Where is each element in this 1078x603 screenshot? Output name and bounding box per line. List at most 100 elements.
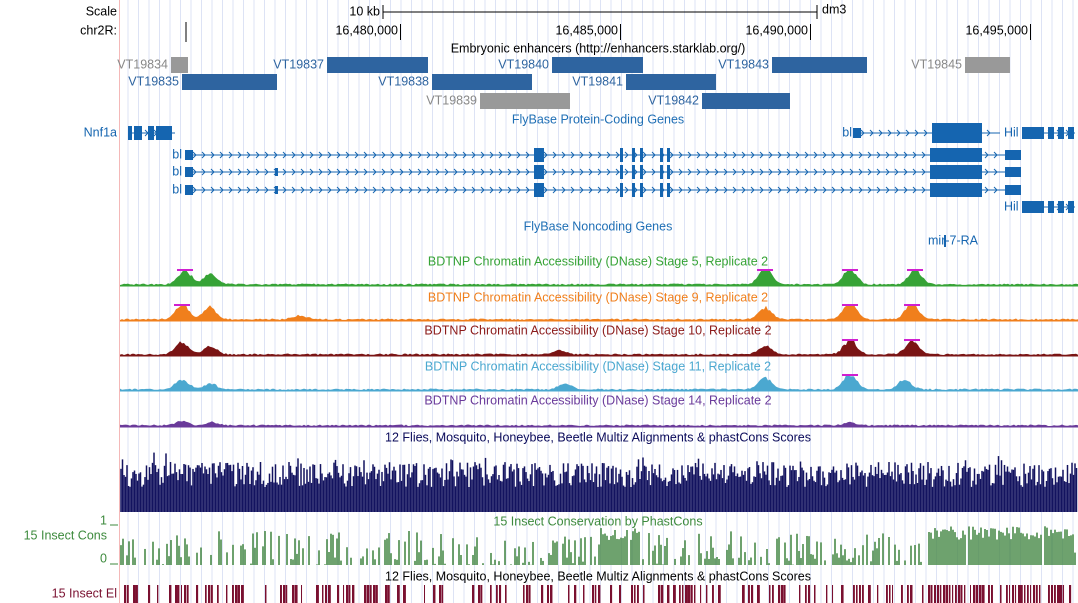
track-title: BDTNP Chromatin Accessibility (DNase) St… [428, 254, 768, 268]
element [397, 585, 400, 603]
strand-arrow [768, 168, 773, 176]
element [592, 585, 595, 603]
element [877, 585, 879, 603]
element [907, 585, 909, 603]
element [478, 585, 481, 603]
exon [534, 148, 542, 162]
element [196, 585, 199, 603]
element [772, 585, 774, 603]
track-title: 12 Flies, Mosquito, Honeybee, Beetle Mul… [385, 430, 811, 444]
strand-arrow [579, 186, 584, 194]
element [934, 585, 937, 603]
strand-arrow [372, 168, 377, 176]
element [937, 585, 940, 603]
element [1018, 585, 1021, 603]
enhancer-label: VT19837 [273, 57, 324, 71]
strand-arrow [921, 186, 926, 194]
element [928, 585, 931, 603]
element [322, 585, 324, 603]
element [286, 585, 288, 603]
strand-arrow [210, 186, 215, 194]
strand-arrow [905, 129, 910, 137]
element [1006, 585, 1008, 603]
strand-arrow [237, 168, 242, 176]
element [349, 585, 351, 603]
strand-arrow [570, 151, 575, 159]
clip-mark [842, 269, 858, 271]
enhancer-label: VT19838 [378, 74, 429, 88]
element [1057, 585, 1060, 603]
element [1048, 585, 1050, 603]
element [889, 585, 891, 603]
strand-arrow [381, 168, 386, 176]
strand-arrow [498, 168, 503, 176]
strand-arrow [408, 151, 413, 159]
element [352, 585, 355, 603]
element [595, 585, 597, 603]
enhancer-label: VT19842 [648, 93, 699, 107]
exon [185, 185, 193, 195]
strand-arrow [777, 151, 782, 159]
strand-arrow [876, 186, 881, 194]
element [157, 585, 159, 603]
strand-arrow [435, 186, 440, 194]
element [976, 585, 979, 603]
strand-arrow [291, 168, 296, 176]
strand-arrow [741, 151, 746, 159]
strand-arrow [237, 151, 242, 159]
element [856, 585, 858, 603]
element [217, 585, 219, 603]
strand-arrow [822, 186, 827, 194]
element [184, 585, 187, 603]
strand-arrow [219, 186, 224, 194]
strand-arrow [336, 168, 341, 176]
element [499, 585, 502, 603]
strand-arrow [984, 151, 989, 159]
strand-arrow [903, 168, 908, 176]
strand-arrow [750, 168, 755, 176]
exon [632, 148, 635, 162]
strand-arrow [876, 151, 881, 159]
gene-label: mir-7-RA [928, 233, 979, 247]
strand-arrow [759, 186, 764, 194]
strand-arrow [840, 186, 845, 194]
strand-arrow [813, 151, 818, 159]
element [862, 585, 864, 603]
strand-arrow [849, 186, 854, 194]
assembly-label: dm3 [822, 2, 846, 16]
enhancer [552, 57, 643, 73]
exon [1048, 201, 1054, 213]
strand-arrow [552, 151, 557, 159]
track-title: BDTNP Chromatin Accessibility (DNase) St… [424, 393, 771, 407]
element [694, 585, 696, 603]
exon [1048, 127, 1054, 139]
strand-arrow [543, 186, 548, 194]
track-title: BDTNP Chromatin Accessibility (DNase) St… [428, 290, 768, 304]
strand-arrow [507, 168, 512, 176]
strand-arrow [381, 151, 386, 159]
element [241, 585, 244, 603]
strand-arrow [831, 168, 836, 176]
exon [632, 165, 635, 179]
gene-label: bl [172, 182, 182, 196]
strand-arrow [804, 186, 809, 194]
element [1039, 585, 1041, 603]
strand-arrow [887, 129, 892, 137]
exon [660, 148, 663, 162]
element [922, 585, 924, 603]
strand-arrow [687, 151, 692, 159]
clip-mark [177, 269, 193, 271]
element [301, 585, 303, 603]
strand-arrow [732, 186, 737, 194]
element [910, 585, 913, 603]
strand-arrow [993, 151, 998, 159]
strand-arrow [723, 168, 728, 176]
strand-arrow [354, 151, 359, 159]
element [343, 585, 345, 603]
strand-arrow [363, 186, 368, 194]
exon [667, 148, 670, 162]
element [295, 585, 298, 603]
exon [640, 183, 643, 197]
strand-arrow [471, 151, 476, 159]
enhancer [182, 74, 277, 90]
